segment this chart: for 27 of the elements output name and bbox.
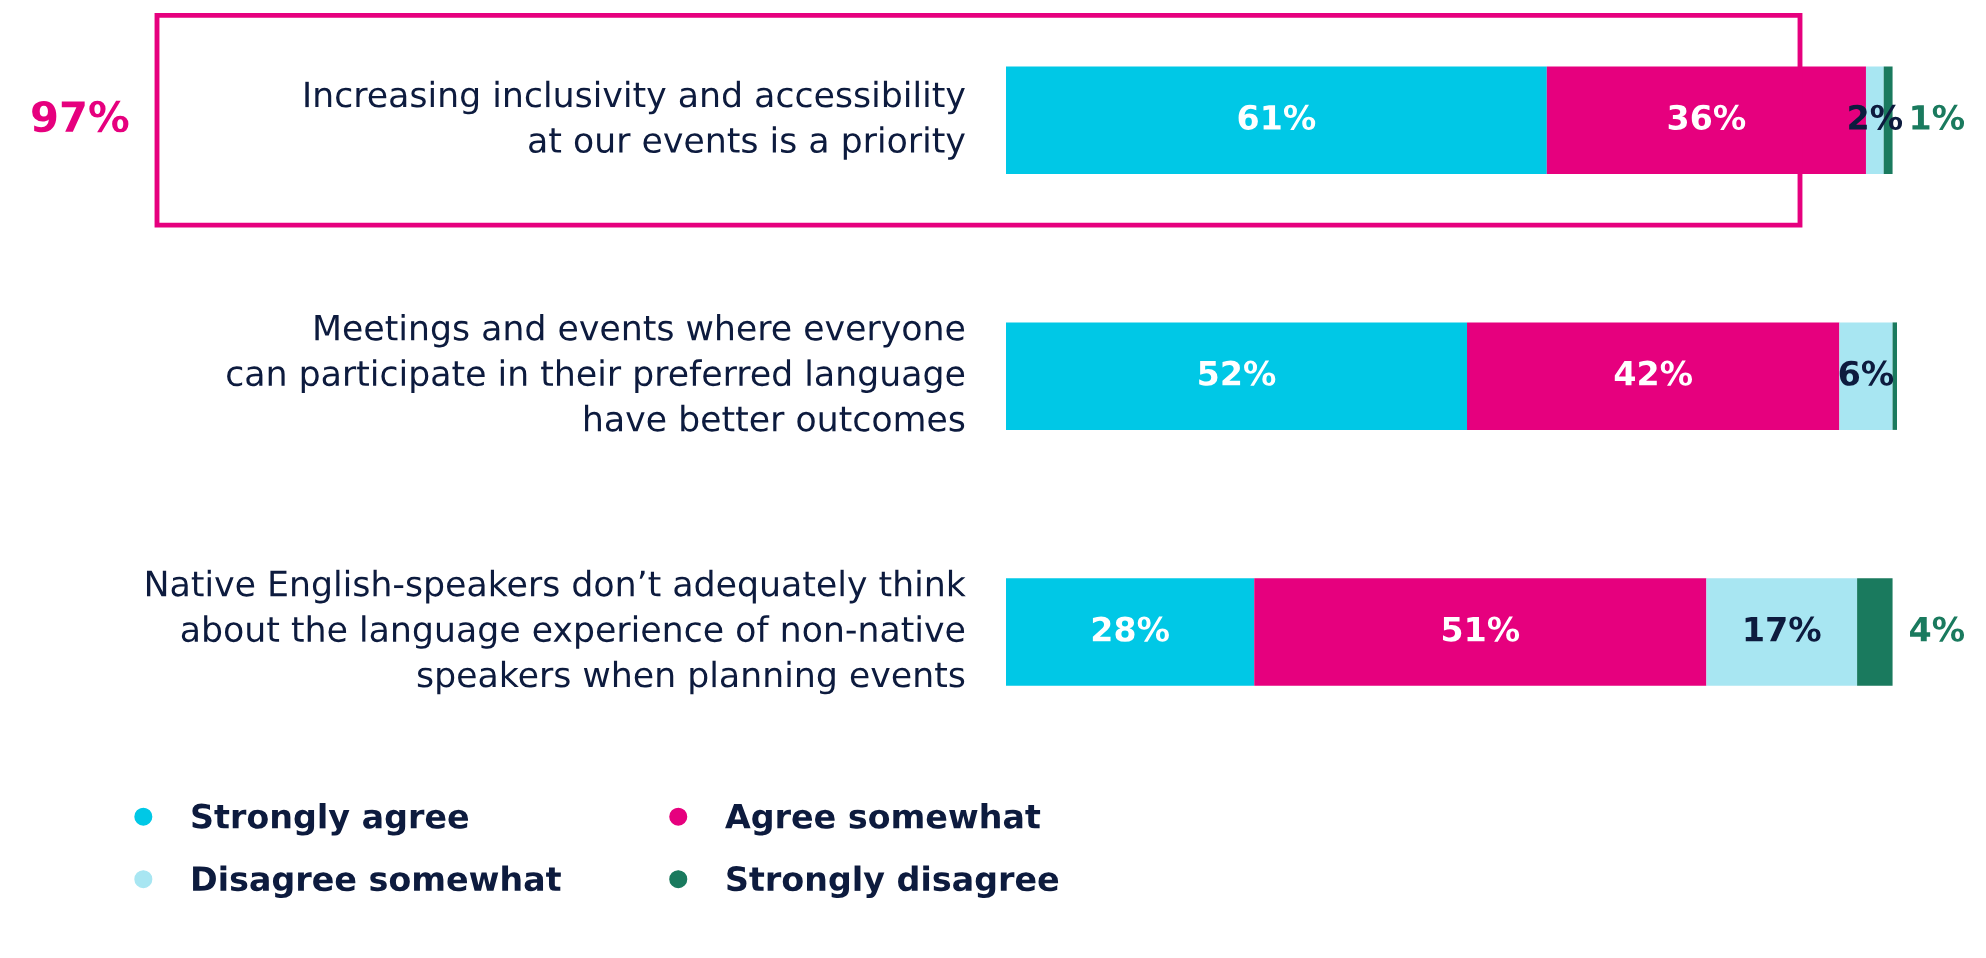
bar: [1892, 322, 1897, 430]
legend-label: Strongly disagree: [727, 865, 1059, 899]
data-label: 4%: [1910, 616, 1965, 642]
legend-label: Disagree somewhat: [193, 865, 561, 899]
data-label: 51%: [1442, 616, 1520, 642]
data-label: 1%: [1912, 104, 1965, 130]
y-tick-label: Increasing inclusivity and accessibility at our events is a priority: [305, 80, 965, 160]
bar: [1467, 322, 1840, 430]
bar: [1857, 578, 1893, 686]
y-tick-label: Meetings and events where everyone can participate in their preferred language have better outcomes: [227, 313, 965, 432]
bar: [1706, 578, 1858, 686]
data-label: 52%: [1199, 360, 1276, 386]
bar: [1839, 322, 1893, 430]
text: 97%: [32, 100, 129, 133]
bar: [1006, 578, 1255, 686]
bar: [1006, 66, 1547, 175]
legend-label: Strongly agree: [192, 803, 469, 836]
data-label: 42%: [1614, 360, 1693, 386]
bar: [1254, 578, 1707, 686]
data-label: 17%: [1745, 616, 1821, 642]
data-label: 61%: [1238, 104, 1316, 130]
data-label: 36%: [1668, 104, 1746, 130]
data-label: 28%: [1092, 616, 1169, 642]
bar: [1006, 322, 1468, 430]
y-tick-label: Native English-speakers don’t adequately think about the language experience of non-native speakers when planning events: [146, 569, 966, 695]
data-label: 6%: [1839, 360, 1894, 386]
legend-label: Agree somewhat: [725, 803, 1041, 836]
